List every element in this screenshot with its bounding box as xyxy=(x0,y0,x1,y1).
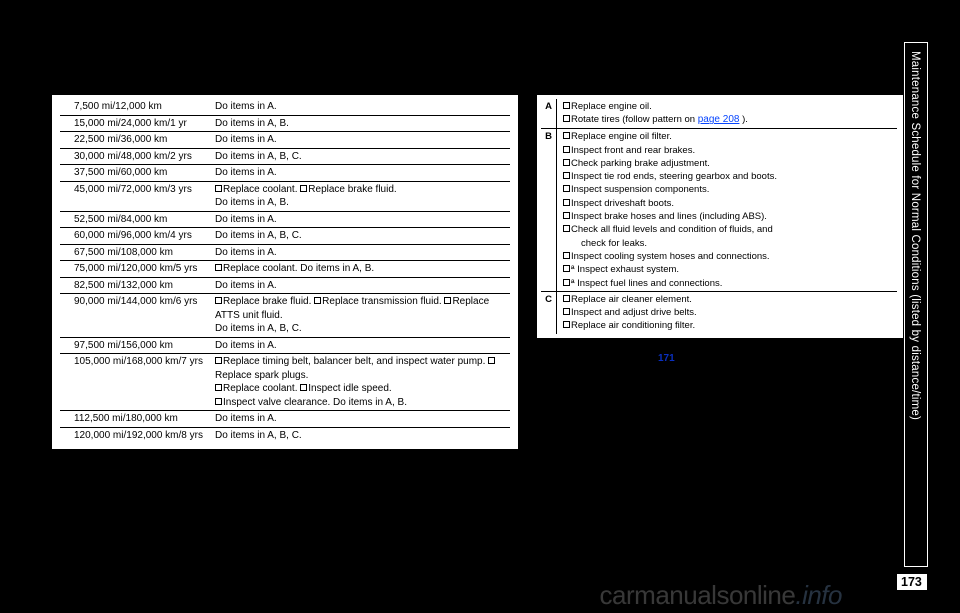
distance-cell: 112,500 mi/180,000 km xyxy=(60,412,215,426)
item-line: Inspect suspension components. xyxy=(563,183,895,196)
item-line: Inspect front and rear brakes. xyxy=(563,144,895,157)
group-letter: B xyxy=(541,129,557,291)
item-line: ª Inspect exhaust system. xyxy=(563,263,895,276)
item-group: CReplace air cleaner element.Inspect and… xyxy=(541,292,897,334)
action-cell: Do items in A, B, C. xyxy=(215,150,510,164)
distance-cell: 82,500 mi/132,000 km xyxy=(60,279,215,293)
distance-cell: 97,500 mi/156,000 km xyxy=(60,339,215,353)
watermark-b: .info xyxy=(795,580,842,610)
action-cell: Do items in A. xyxy=(215,412,510,426)
action-cell: Do items in A. xyxy=(215,339,510,353)
item-line: Replace engine oil filter. xyxy=(563,130,895,143)
item-line: Check parking brake adjustment. xyxy=(563,157,895,170)
side-title: Maintenance Schedule for Normal Conditio… xyxy=(909,51,921,420)
watermark-a: carmanualsonline xyxy=(600,580,796,610)
item-line: Replace air conditioning filter. xyxy=(563,319,895,332)
action-cell: Do items in A, B. xyxy=(215,117,510,131)
schedule-row: 60,000 mi/96,000 km/4 yrsDo items in A, … xyxy=(60,228,510,245)
item-line: Inspect and adjust drive belts. xyxy=(563,306,895,319)
group-body: Replace engine oil.Rotate tires (follow … xyxy=(557,99,897,128)
distance-cell: 90,000 mi/144,000 km/6 yrs xyxy=(60,295,215,336)
distance-cell: 120,000 mi/192,000 km/8 yrs xyxy=(60,429,215,443)
item-group: BReplace engine oil filter.Inspect front… xyxy=(541,129,897,292)
schedule-row: 97,500 mi/156,000 kmDo items in A. xyxy=(60,338,510,355)
schedule-row: 7,500 mi/12,000 kmDo items in A. xyxy=(60,99,510,116)
group-body: Replace air cleaner element.Inspect and … xyxy=(557,292,897,334)
item-line: Replace engine oil. xyxy=(563,100,895,113)
distance-cell: 52,500 mi/84,000 km xyxy=(60,213,215,227)
action-cell: Replace coolant. Replace brake fluid.Do … xyxy=(215,183,510,210)
schedule-row: 105,000 mi/168,000 km/7 yrsReplace timin… xyxy=(60,354,510,411)
item-group: AReplace engine oil.Rotate tires (follow… xyxy=(541,99,897,129)
side-tab: Maintenance Schedule for Normal Conditio… xyxy=(904,42,928,567)
page-link[interactable]: page 208 xyxy=(698,114,740,125)
group-body: Replace engine oil filter.Inspect front … xyxy=(557,129,897,291)
action-cell: Do items in A. xyxy=(215,100,510,114)
item-line: Inspect tie rod ends, steering gearbox a… xyxy=(563,170,895,183)
distance-cell: 60,000 mi/96,000 km/4 yrs xyxy=(60,229,215,243)
action-cell: Do items in A. xyxy=(215,213,510,227)
item-line: Check all fluid levels and condition of … xyxy=(563,223,895,250)
action-cell: Do items in A. xyxy=(215,133,510,147)
schedule-row: 52,500 mi/84,000 kmDo items in A. xyxy=(60,212,510,229)
distance-cell: 37,500 mi/60,000 km xyxy=(60,166,215,180)
item-line: Rotate tires (follow pattern on page 208… xyxy=(563,113,895,127)
footnote-link[interactable]: 171 xyxy=(658,353,675,364)
action-cell: Replace coolant. Do items in A, B. xyxy=(215,262,510,276)
action-cell: Do items in A, B, C. xyxy=(215,429,510,443)
distance-cell: 105,000 mi/168,000 km/7 yrs xyxy=(60,355,215,409)
item-line: Inspect brake hoses and lines (including… xyxy=(563,210,895,223)
action-cell: Replace brake fluid. Replace transmissio… xyxy=(215,295,510,336)
page-number-box: 173 xyxy=(896,573,928,591)
schedule-row: 82,500 mi/132,000 kmDo items in A. xyxy=(60,278,510,295)
schedule-row: 75,000 mi/120,000 km/5 yrsReplace coolan… xyxy=(60,261,510,278)
schedule-row: 15,000 mi/24,000 km/1 yrDo items in A, B… xyxy=(60,116,510,133)
schedule-row: 37,500 mi/60,000 kmDo items in A. xyxy=(60,165,510,182)
distance-cell: 30,000 mi/48,000 km/2 yrs xyxy=(60,150,215,164)
action-cell: Do items in A, B, C. xyxy=(215,229,510,243)
schedule-row: 45,000 mi/72,000 km/3 yrsReplace coolant… xyxy=(60,182,510,212)
item-line: ª Inspect fuel lines and connections. xyxy=(563,277,895,290)
schedule-row: 90,000 mi/144,000 km/6 yrsReplace brake … xyxy=(60,294,510,338)
item-line: Inspect cooling system hoses and connect… xyxy=(563,250,895,263)
distance-cell: 45,000 mi/72,000 km/3 yrs xyxy=(60,183,215,210)
schedule-row: 120,000 mi/192,000 km/8 yrsDo items in A… xyxy=(60,428,510,444)
distance-cell: 15,000 mi/24,000 km/1 yr xyxy=(60,117,215,131)
watermark: carmanualsonline.info xyxy=(600,580,842,611)
item-line: Inspect driveshaft boots. xyxy=(563,197,895,210)
schedule-row: 67,500 mi/108,000 kmDo items in A. xyxy=(60,245,510,262)
action-cell: Do items in A. xyxy=(215,166,510,180)
action-cell: Do items in A. xyxy=(215,246,510,260)
action-cell: Replace timing belt, balancer belt, and … xyxy=(215,355,510,409)
page-number: 173 xyxy=(901,575,922,589)
schedule-row: 112,500 mi/180,000 kmDo items in A. xyxy=(60,411,510,428)
schedule-row: 30,000 mi/48,000 km/2 yrsDo items in A, … xyxy=(60,149,510,166)
distance-cell: 75,000 mi/120,000 km/5 yrs xyxy=(60,262,215,276)
distance-cell: 7,500 mi/12,000 km xyxy=(60,100,215,114)
schedule-table: 7,500 mi/12,000 kmDo items in A.15,000 m… xyxy=(50,93,520,451)
action-cell: Do items in A. xyxy=(215,279,510,293)
group-letter: C xyxy=(541,292,557,334)
schedule-row: 22,500 mi/36,000 kmDo items in A. xyxy=(60,132,510,149)
item-line: Replace air cleaner element. xyxy=(563,293,895,306)
items-table: AReplace engine oil.Rotate tires (follow… xyxy=(535,93,905,340)
distance-cell: 22,500 mi/36,000 km xyxy=(60,133,215,147)
distance-cell: 67,500 mi/108,000 km xyxy=(60,246,215,260)
group-letter: A xyxy=(541,99,557,128)
